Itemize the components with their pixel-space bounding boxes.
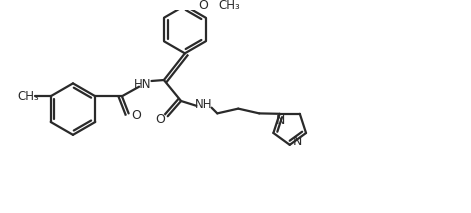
Text: NH: NH [195, 98, 213, 111]
Text: O: O [155, 113, 165, 126]
Text: O: O [198, 0, 208, 12]
Text: CH₃: CH₃ [17, 90, 39, 103]
Text: HN: HN [134, 78, 152, 91]
Text: N: N [276, 114, 285, 127]
Text: CH₃: CH₃ [219, 0, 241, 12]
Text: N: N [292, 135, 302, 148]
Text: O: O [131, 109, 141, 122]
